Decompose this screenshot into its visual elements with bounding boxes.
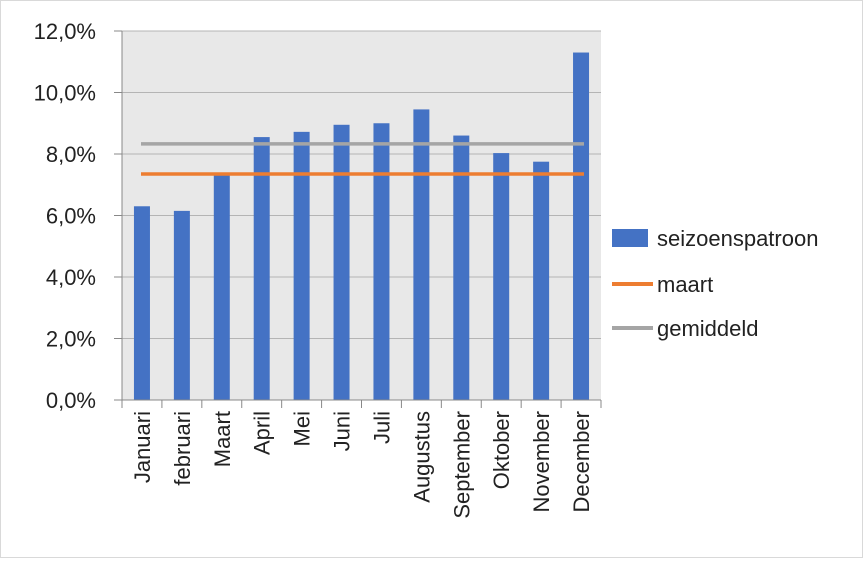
x-tick-label: Mei [290,411,315,446]
legend-label: gemiddeld [657,316,759,341]
bar [413,109,430,400]
y-axis: 0,0% 2,0% 4,0% 6,0% 8,0% 10,0% 12,0% [34,19,123,413]
bar [133,206,150,400]
x-tick-label: September [449,411,474,519]
x-tick-label: Oktober [489,411,514,489]
x-tick-label: Augustus [409,411,434,503]
x-tick-label: Maart [210,411,235,467]
legend-label: maart [657,272,713,297]
bar [453,135,470,401]
legend: seizoenspatroon maart gemiddeld [612,226,818,341]
bars [133,52,590,401]
y-tick-label: 4,0% [46,265,96,290]
bar [573,52,590,401]
x-tick-label: April [250,411,275,455]
bar [493,153,510,400]
x-tick-label: februari [170,411,195,486]
x-tick-label: December [569,411,594,512]
gridlines [122,30,601,339]
bar [373,123,390,400]
x-axis: Januari februari Maart April Mei Juni Juli Augu… [121,399,602,519]
bar [173,210,190,400]
legend-label: seizoenspatroon [657,226,818,251]
y-tick-label: 12,0% [34,19,96,44]
x-tick-label: Januari [130,411,155,483]
x-tick-label: Juni [330,411,355,451]
y-tick-label: 2,0% [46,327,96,352]
bar [293,131,310,401]
y-tick-label: 10,0% [34,81,96,106]
y-tick-label: 0,0% [46,388,96,413]
bar [533,161,550,400]
y-tick-label: 8,0% [46,142,96,167]
x-tick-label: Juli [369,411,394,444]
x-tick-label: November [529,411,554,512]
bar [253,137,270,400]
bar [213,175,230,400]
y-tick-label: 6,0% [46,204,96,229]
bar [333,124,350,400]
legend-swatch [612,229,648,247]
reference-lines [141,142,584,176]
